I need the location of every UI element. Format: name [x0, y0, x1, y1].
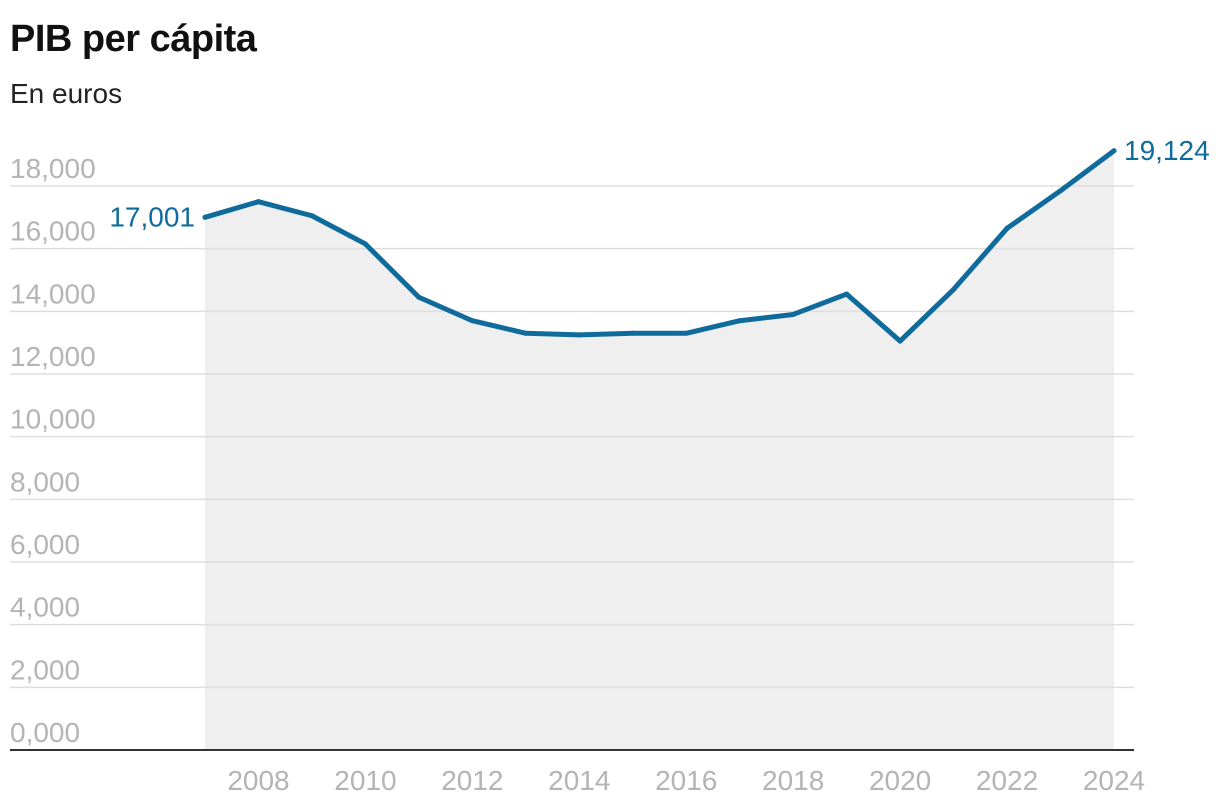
series-layer [202, 148, 1117, 344]
data-point [202, 214, 208, 220]
y-tick-label: 10,000 [10, 404, 96, 435]
y-tick-label: 14,000 [10, 278, 96, 309]
data-point [951, 286, 957, 292]
start-value-label: 17,001 [109, 201, 195, 232]
x-tick-label: 2008 [227, 765, 289, 796]
data-point [416, 294, 422, 300]
data-point [1058, 188, 1064, 194]
data-point [523, 330, 529, 336]
x-tick-label: 2020 [869, 765, 931, 796]
y-tick-label: 8,000 [10, 466, 80, 497]
y-tick-label: 6,000 [10, 529, 80, 560]
y-tick-label: 18,000 [10, 153, 96, 184]
data-point [630, 330, 636, 336]
x-tick-label: 2022 [976, 765, 1038, 796]
data-point [897, 338, 903, 344]
series-area [205, 150, 1114, 751]
annotations: 17,001 19,124 [109, 135, 1209, 233]
area-layer [205, 150, 1114, 751]
x-tick-label: 2024 [1083, 765, 1145, 796]
x-tick-label: 2014 [548, 765, 610, 796]
y-tick-label: 12,000 [10, 341, 96, 372]
x-tick-label: 2018 [762, 765, 824, 796]
chart-subtitle: En euros [10, 78, 123, 109]
data-point [1111, 148, 1117, 154]
data-point [844, 291, 850, 297]
data-point [309, 213, 315, 219]
x-tick-label: 2016 [655, 765, 717, 796]
x-tick-label: 2012 [441, 765, 503, 796]
y-tick-label: 0,000 [10, 717, 80, 748]
data-point [255, 199, 261, 205]
y-tick-label: 16,000 [10, 216, 96, 247]
gridlines [10, 185, 1134, 689]
data-point [1004, 225, 1010, 231]
data-point [362, 241, 368, 247]
end-value-label: 19,124 [1124, 135, 1210, 166]
x-tick-label: 2010 [334, 765, 396, 796]
data-point [683, 330, 689, 336]
y-tick-label: 2,000 [10, 654, 80, 685]
data-point [737, 318, 743, 324]
y-axis: 0,000 2,000 4,000 6,000 8,000 10,000 12,000 14,… [10, 153, 96, 748]
y-tick-label: 4,000 [10, 592, 80, 623]
x-axis: 2008 2010 2012 2014 2016 2018 2020 2022 2024 [10, 749, 1145, 796]
data-point [576, 332, 582, 338]
chart-title: PIB per cápita [10, 18, 257, 60]
data-point [469, 318, 475, 324]
series-line [202, 148, 1117, 344]
data-point [790, 311, 796, 317]
